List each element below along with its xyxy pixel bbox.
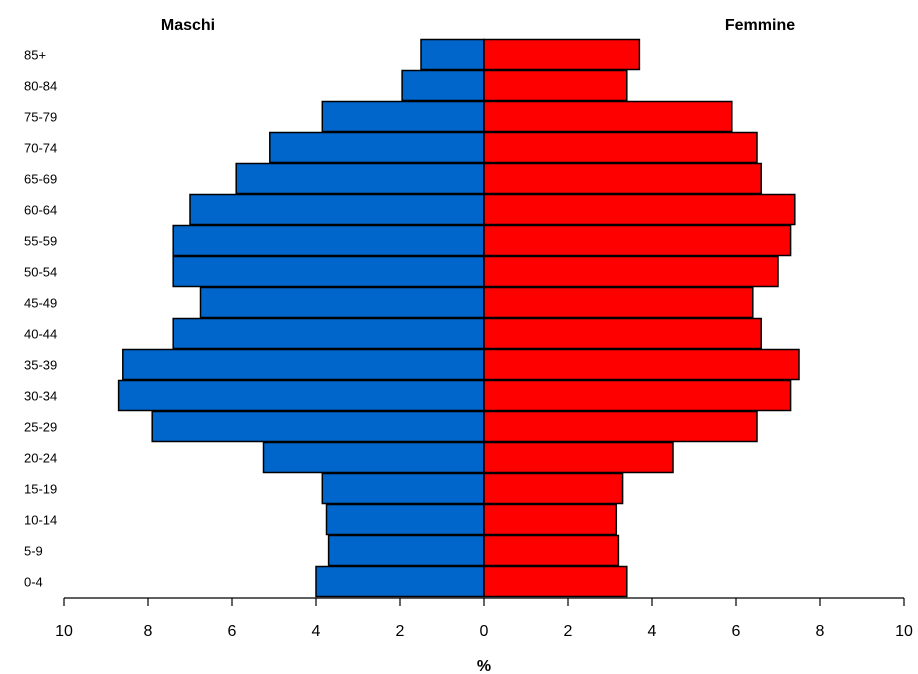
x-tick-label: 10 bbox=[895, 623, 913, 640]
bar-femmine-5-9 bbox=[483, 534, 620, 567]
x-tick-label: 6 bbox=[732, 623, 741, 640]
x-tick-label: 2 bbox=[396, 623, 405, 640]
age-label: 30-34 bbox=[24, 389, 57, 404]
x-tick-label: 8 bbox=[816, 623, 825, 640]
bar-maschi-75-79 bbox=[321, 100, 485, 133]
age-label: 50-54 bbox=[24, 265, 57, 280]
bar-maschi-70-74 bbox=[269, 131, 485, 164]
bar-maschi-55-59 bbox=[172, 224, 485, 257]
bar-femmine-55-59 bbox=[483, 224, 792, 257]
bar-femmine-15-19 bbox=[483, 472, 624, 505]
age-label: 40-44 bbox=[24, 327, 57, 342]
age-label: 70-74 bbox=[24, 141, 57, 156]
age-label: 10-14 bbox=[24, 513, 57, 528]
bar-femmine-80-84 bbox=[483, 69, 628, 102]
bar-maschi-85+ bbox=[420, 38, 485, 71]
right-title: Femmine bbox=[725, 17, 795, 34]
age-label: 35-39 bbox=[24, 358, 57, 373]
bar-maschi-30-34 bbox=[117, 379, 485, 412]
bar-femmine-65-69 bbox=[483, 162, 762, 195]
female-bars bbox=[483, 38, 800, 598]
age-label: 80-84 bbox=[24, 79, 57, 94]
male-bars bbox=[117, 38, 485, 598]
age-label: 55-59 bbox=[24, 234, 57, 249]
x-tick-label: 10 bbox=[55, 623, 73, 640]
bar-femmine-30-34 bbox=[483, 379, 792, 412]
x-axis-ticks: 10 8 6 4 2 0 2 4 6 8 10 bbox=[55, 598, 913, 640]
x-tick-label: 4 bbox=[648, 623, 657, 640]
bar-maschi-60-64 bbox=[189, 193, 485, 226]
bar-maschi-80-84 bbox=[401, 69, 485, 102]
bar-maschi-15-19 bbox=[321, 472, 485, 505]
bar-femmine-85+ bbox=[483, 38, 641, 71]
bar-femmine-10-14 bbox=[483, 503, 618, 536]
x-tick-label: 8 bbox=[144, 623, 153, 640]
age-label: 15-19 bbox=[24, 482, 57, 497]
x-tick-label: 0 bbox=[480, 623, 489, 640]
age-label: 0-4 bbox=[24, 575, 43, 590]
bar-femmine-70-74 bbox=[483, 131, 758, 164]
age-label: 85+ bbox=[24, 48, 46, 63]
bar-maschi-40-44 bbox=[172, 317, 485, 350]
bar-maschi-50-54 bbox=[172, 255, 485, 288]
bar-femmine-60-64 bbox=[483, 193, 796, 226]
bar-maschi-25-29 bbox=[151, 410, 485, 443]
age-label: 25-29 bbox=[24, 420, 57, 435]
bar-maschi-5-9 bbox=[327, 534, 485, 567]
bar-femmine-45-49 bbox=[483, 286, 754, 319]
bar-femmine-50-54 bbox=[483, 255, 779, 288]
age-group-labels: 0-4 5-9 10-14 15-19 20-24 25-29 30-34 35-39 40-4… bbox=[24, 48, 57, 590]
age-label: 45-49 bbox=[24, 296, 57, 311]
bar-maschi-10-14 bbox=[325, 503, 485, 536]
age-label: 65-69 bbox=[24, 172, 57, 187]
age-label: 20-24 bbox=[24, 451, 57, 466]
bar-femmine-35-39 bbox=[483, 348, 800, 381]
bar-femmine-20-24 bbox=[483, 441, 674, 474]
x-tick-label: 6 bbox=[228, 623, 237, 640]
bar-maschi-0-4 bbox=[315, 565, 485, 598]
x-tick-label: 2 bbox=[564, 623, 573, 640]
bar-femmine-40-44 bbox=[483, 317, 762, 350]
bar-femmine-75-79 bbox=[483, 100, 733, 133]
bar-maschi-35-39 bbox=[122, 348, 485, 381]
x-tick-label: 4 bbox=[312, 623, 321, 640]
bar-femmine-0-4 bbox=[483, 565, 628, 598]
bar-maschi-65-69 bbox=[235, 162, 485, 195]
bar-femmine-25-29 bbox=[483, 410, 758, 443]
age-label: 75-79 bbox=[24, 110, 57, 125]
x-axis-label: % bbox=[477, 658, 491, 674]
bar-maschi-20-24 bbox=[262, 441, 485, 474]
bar-maschi-45-49 bbox=[199, 286, 485, 319]
left-title: Maschi bbox=[161, 17, 215, 34]
age-label: 60-64 bbox=[24, 203, 57, 218]
age-label: 5-9 bbox=[24, 544, 43, 559]
